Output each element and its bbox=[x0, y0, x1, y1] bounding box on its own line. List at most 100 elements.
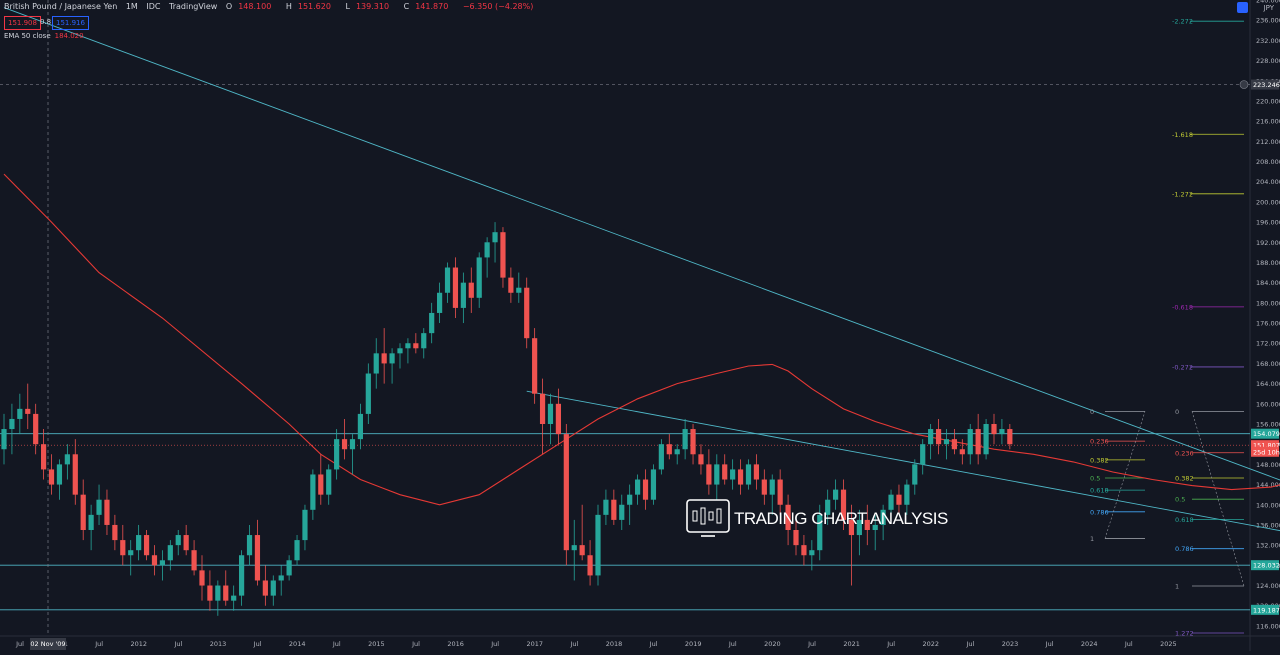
crosshair-add-icon bbox=[1239, 80, 1249, 89]
symbol-name[interactable]: British Pound / Japanese Yen bbox=[4, 2, 118, 11]
candle-body bbox=[642, 479, 649, 500]
x-tick-label: Jul bbox=[253, 640, 262, 648]
price-tag-label: 128.032 bbox=[1253, 562, 1280, 570]
x-tick-label: Jul bbox=[411, 640, 420, 648]
buy-button[interactable]: 151.916 bbox=[52, 16, 89, 30]
candle-body bbox=[983, 424, 989, 455]
x-tick-label: Jul bbox=[807, 640, 816, 648]
candle-body bbox=[72, 454, 78, 495]
y-tick-label: 208.000 bbox=[1256, 158, 1280, 166]
watermark-text: TRADING CHART ANALYSIS bbox=[734, 509, 948, 528]
crosshair-time-tag bbox=[30, 638, 66, 650]
candle-body bbox=[682, 429, 688, 450]
candle-body bbox=[33, 413, 39, 445]
fib-retracement-label: 0 bbox=[1090, 408, 1094, 416]
crosshair-time-label: 02 Nov '09 bbox=[30, 640, 65, 648]
x-tick-label: 2018 bbox=[606, 640, 623, 648]
candle-body bbox=[611, 499, 617, 520]
x-tick-label: Jul bbox=[94, 640, 103, 648]
x-tick-label: 2023 bbox=[1002, 640, 1019, 648]
candle-body bbox=[373, 353, 379, 374]
candle-body bbox=[96, 499, 102, 515]
fib-retracement-label: 0.236 bbox=[1175, 449, 1194, 457]
candle-body bbox=[199, 570, 205, 586]
watermark-candle bbox=[708, 511, 714, 521]
screen-icon[interactable] bbox=[1237, 2, 1248, 13]
x-tick-label: Jul bbox=[173, 640, 182, 648]
candle-body bbox=[413, 343, 419, 349]
crosshair-price-label: 223.246 bbox=[1253, 81, 1280, 89]
candle-body bbox=[658, 444, 664, 470]
spread-value: 0.8 bbox=[40, 18, 52, 26]
candle-body bbox=[951, 439, 957, 450]
candle-body bbox=[698, 454, 704, 465]
candle-body bbox=[904, 484, 910, 505]
candle-body bbox=[159, 560, 165, 566]
candle-body bbox=[737, 469, 744, 485]
candle-body bbox=[769, 479, 775, 495]
candle-body bbox=[833, 489, 839, 500]
candle-body bbox=[207, 585, 213, 601]
y-tick-label: 236.000 bbox=[1256, 17, 1280, 25]
candle-body bbox=[524, 287, 530, 339]
candle-body bbox=[508, 277, 514, 293]
x-tick-label: 2013 bbox=[210, 640, 227, 648]
candle-body bbox=[104, 499, 110, 525]
fib-retracement-label: 0.382 bbox=[1175, 475, 1194, 483]
candle-body bbox=[112, 524, 118, 541]
candle-body bbox=[41, 444, 47, 470]
interval-label[interactable]: 1M bbox=[125, 2, 138, 11]
candle-body bbox=[753, 464, 759, 480]
ohlc-high: H 151.620 bbox=[286, 2, 337, 11]
ema-value: 184.020 bbox=[54, 32, 84, 40]
candle-body bbox=[357, 413, 363, 440]
candle-body bbox=[825, 499, 831, 515]
open-value: 148.100 bbox=[238, 2, 272, 11]
candle-body bbox=[959, 449, 965, 455]
candle-body bbox=[706, 464, 712, 485]
y-tick-label: 172.000 bbox=[1256, 340, 1280, 348]
x-tick-label: 2014 bbox=[289, 640, 306, 648]
x-tick-label: Jul bbox=[490, 640, 499, 648]
candle-body bbox=[460, 282, 466, 308]
candle-body bbox=[444, 267, 451, 293]
x-tick-label: Jul bbox=[15, 640, 24, 648]
price-tag-label: 151.807 bbox=[1253, 442, 1280, 450]
watermark-candle bbox=[692, 510, 698, 522]
x-tick-label: 2022 bbox=[923, 640, 940, 648]
candle-body bbox=[516, 287, 522, 293]
x-tick-label: 2017 bbox=[527, 640, 544, 648]
ohlc-close: C 141.870 bbox=[404, 2, 455, 11]
candle-body bbox=[777, 479, 783, 505]
fib-retracement-label: 0.236 bbox=[1090, 438, 1109, 446]
ema-legend[interactable]: EMA 50 close 184.020 bbox=[4, 32, 84, 40]
candle-body bbox=[872, 524, 878, 530]
candle-body bbox=[745, 464, 752, 485]
currency-label[interactable]: JPY bbox=[1263, 4, 1274, 12]
x-tick-label: 2012 bbox=[131, 640, 148, 648]
candle-body bbox=[365, 373, 371, 414]
candle-body bbox=[167, 545, 173, 561]
price-tag-label: 25d 10h bbox=[1253, 448, 1280, 456]
chart-header: British Pound / Japanese Yen 1M IDC Trad… bbox=[4, 2, 539, 11]
y-tick-label: 132.000 bbox=[1256, 542, 1280, 550]
candle-body bbox=[848, 519, 855, 536]
candle-body bbox=[555, 403, 561, 435]
candle-body bbox=[920, 444, 926, 465]
ohlc-low: L 139.310 bbox=[346, 2, 396, 11]
x-tick-label: 2021 bbox=[843, 640, 860, 648]
x-tick-label: Jul bbox=[1124, 640, 1133, 648]
ema-name: EMA 50 close bbox=[4, 32, 51, 40]
candle-body bbox=[48, 469, 55, 485]
candle-body bbox=[967, 429, 973, 455]
sell-button[interactable]: 151.908 bbox=[4, 16, 41, 30]
fib-extension-label: -0.272 bbox=[1172, 363, 1193, 371]
candle-body bbox=[817, 514, 823, 551]
price-tag bbox=[1251, 604, 1279, 615]
candle-body bbox=[595, 514, 601, 576]
fib-retracement-label: 0.618 bbox=[1090, 487, 1109, 495]
y-tick-label: 240.000 bbox=[1256, 0, 1280, 5]
high-value: 151.620 bbox=[297, 2, 331, 11]
